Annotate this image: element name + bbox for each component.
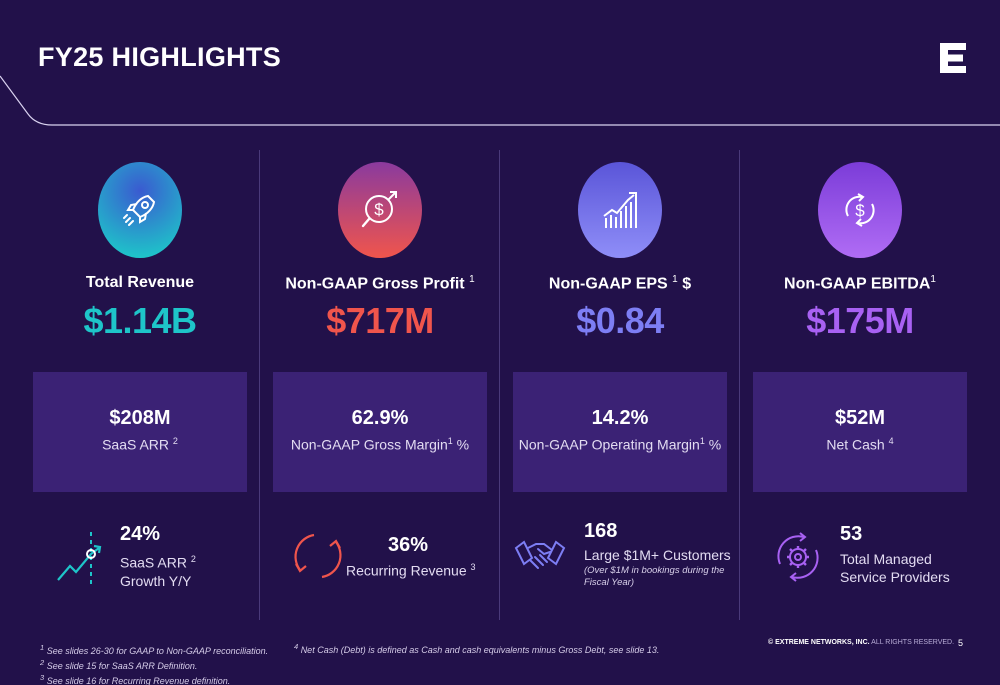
footnote-1: 1 See slides 26-30 for GAAP to Non-GAAP … [40, 643, 269, 656]
box-value: $208M [109, 407, 171, 429]
svg-text:$: $ [374, 200, 384, 219]
box-label: Non-GAAP Gross Margin1 % [290, 436, 470, 453]
footnotes: 1 See slides 26-30 for GAAP to Non-GAAP … [40, 642, 268, 685]
column-divider [499, 150, 500, 620]
rocket-icon [98, 162, 182, 258]
stat-label: SaaS ARR 2 Growth Y/Y [120, 554, 196, 589]
metric-value: $717M [326, 300, 434, 341]
recurring-arrows-icon [294, 533, 342, 579]
metric-card-gross-profit: $ Non-GAAP Gross Profit 1 $717M 62.9% No… [260, 150, 500, 620]
box-value: 14.2% [591, 407, 649, 429]
box-value: 62.9% [351, 407, 409, 429]
stat-note: (Over $1M in bookings during the Fiscal … [584, 565, 725, 588]
bar-chart-icon [578, 162, 662, 258]
metric-title: Non-GAAP EPS 1 $ [548, 274, 692, 293]
copyright: © EXTREME NETWORKS, INC. ALL RIGHTS RESE… [768, 639, 955, 646]
page-title: FY25 HIGHLIGHTS [38, 42, 282, 72]
svg-text:$: $ [855, 201, 865, 220]
dollar-cycle-icon: $ [818, 162, 902, 258]
gear-cycle-icon [777, 532, 819, 582]
metric-title: Non-GAAP Gross Profit 1 [285, 274, 475, 293]
sub-metric-box: 62.9% Non-GAAP Gross Margin1 % [273, 372, 487, 492]
sub-metric-box: 14.2% Non-GAAP Operating Margin1 % [513, 372, 727, 492]
metric-value: $1.14B [83, 300, 197, 341]
handshake-icon [514, 540, 566, 569]
stat-block: 53 Total Managed Service Providers [740, 520, 980, 610]
metric-card-eps: Non-GAAP EPS 1 $ $0.84 14.2% Non-GAAP Op… [500, 150, 740, 620]
column-divider [259, 150, 260, 620]
metric-value: $0.84 [576, 300, 664, 341]
stat-value: 53 [840, 523, 863, 545]
stat-label: Large $1M+ Customers [584, 547, 731, 563]
stat-value: 36% [388, 534, 429, 556]
box-value: $52M [834, 407, 886, 429]
column-divider [739, 150, 740, 620]
metric-title: Total Revenue [85, 274, 195, 291]
stat-value: 24% [120, 523, 161, 545]
box-label: Net Cash 4 [826, 436, 894, 453]
box-label: Non-GAAP Operating Margin1 % [518, 436, 722, 453]
header-curve [0, 75, 1000, 126]
footnote-4: 4 Net Cash (Debt) is defined as Cash and… [294, 642, 660, 655]
stat-block: 24% SaaS ARR 2 Growth Y/Y [20, 520, 260, 610]
stat-value: 168 [584, 520, 618, 542]
footnote-2: 2 See slide 15 for SaaS ARR Definition. [40, 658, 198, 671]
sub-metric-box: $208M SaaS ARR 2 [33, 372, 247, 492]
extreme-logo-icon [940, 43, 966, 73]
stat-block: 168 Large $1M+ Customers (Over $1M in bo… [500, 520, 740, 610]
box-label: SaaS ARR 2 [102, 436, 178, 453]
stat-block: 36% Recurring Revenue 3 [260, 520, 500, 610]
metric-card-ebitda: $ Non-GAAP EBITDA1 $175M $52M Net Cash 4… [740, 150, 980, 620]
metric-card-total-revenue: Total Revenue $1.14B $208M SaaS ARR 2 24… [20, 150, 260, 620]
dollar-search-icon: $ [338, 162, 422, 258]
footnote-3: 3 See slide 16 for Recurring Revenue def… [40, 673, 231, 685]
metric-title: Non-GAAP EBITDA1 [784, 274, 936, 293]
stat-label: Total Managed Service Providers [840, 551, 950, 585]
growth-chart-icon [57, 532, 102, 584]
metric-value: $175M [806, 300, 914, 341]
sub-metric-box: $52M Net Cash 4 [753, 372, 967, 492]
stat-label: Recurring Revenue 3 [346, 562, 476, 579]
page-number: 5 [958, 638, 964, 648]
